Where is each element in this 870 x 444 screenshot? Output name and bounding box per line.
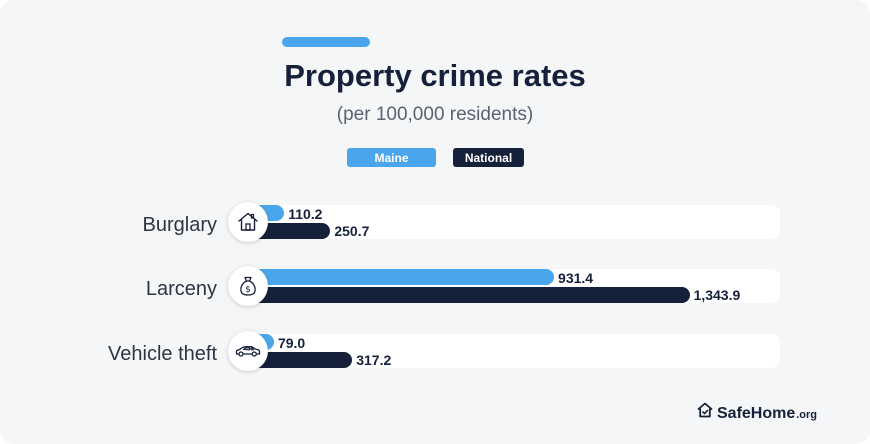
- title-accent-bar: [282, 37, 370, 47]
- svg-text:$: $: [245, 285, 251, 295]
- bar-national: [248, 352, 353, 368]
- category-label: Vehicle theft: [108, 343, 217, 365]
- legend-maine: Maine: [347, 148, 436, 167]
- house-icon: [228, 202, 268, 242]
- value-label-national: 317.2: [356, 352, 392, 368]
- value-label-national: 1,343.9: [693, 287, 741, 303]
- value-label-maine: 79.0: [277, 335, 306, 351]
- value-label-maine: 931.4: [558, 270, 594, 286]
- value-label-maine: 110.2: [288, 206, 323, 222]
- chart-subtitle: (per 100,000 residents): [336, 104, 534, 125]
- legend-national: National: [453, 148, 524, 167]
- bar-maine: [248, 269, 555, 285]
- row-burglary: Burglary 110.2 250.7: [0, 202, 870, 252]
- row-vehicle-theft: Vehicle theft 79.0 317.2: [0, 331, 870, 381]
- money-bag-icon: $: [228, 266, 268, 306]
- logo-name: SafeHome: [717, 405, 796, 422]
- row-larceny: Larceny 931.4 1,343.9 $: [0, 266, 870, 316]
- category-label: Burglary: [142, 214, 217, 236]
- chart-title: Property crime rates: [284, 58, 586, 93]
- bar-track: [248, 205, 780, 239]
- bar-national: [248, 223, 331, 239]
- category-label: Larceny: [145, 278, 217, 300]
- safehome-logo: SafeHome .org: [697, 402, 817, 423]
- logo-suffix: .org: [796, 409, 818, 421]
- bar-national: [248, 287, 690, 303]
- value-label-national: 250.7: [334, 223, 370, 239]
- car-icon: [228, 331, 268, 371]
- shield-house-icon: [697, 402, 713, 418]
